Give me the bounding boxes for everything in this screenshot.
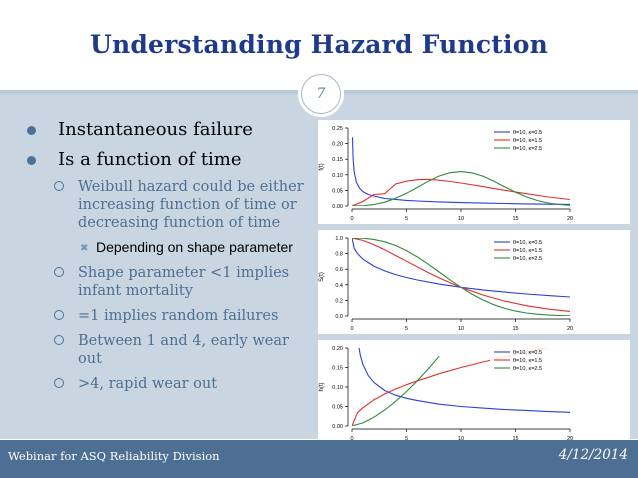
sub-sub-bullet-text: Depending on shape parameter xyxy=(96,239,293,255)
sub-bullet-text: Shape parameter <1 implies infant mortal… xyxy=(78,265,290,299)
sub-bullet-text: >4, rapid wear out xyxy=(78,376,218,392)
survival-chart: 0 5 10 15 20 0.0 0.2 0.4 0.6 0.8 1.0 S(t) θ=10, κ=0.… xyxy=(318,230,630,334)
sub-bullet-item: Weibull hazard could be either increasin… xyxy=(22,178,312,232)
sub-bullet-item: Shape parameter <1 implies infant mortal… xyxy=(22,264,312,300)
x-tick-label: 5 xyxy=(405,436,408,442)
y-tick-label: 0.00 xyxy=(332,204,343,210)
x-tick-label: 20 xyxy=(567,436,573,442)
x-tick-label: 15 xyxy=(512,326,518,332)
series-line xyxy=(352,238,570,298)
legend-label: θ=10, κ=1.5 xyxy=(513,358,542,364)
legend-label: θ=10, κ=1.5 xyxy=(513,138,542,144)
y-tick-label: 0.4 xyxy=(335,283,343,289)
legend-box xyxy=(490,346,570,378)
series-line xyxy=(352,137,570,205)
x-tick-label: 15 xyxy=(512,436,518,442)
cross-bullet-icon: ✖ xyxy=(80,243,89,254)
y-tick-label: 0.0 xyxy=(335,314,343,320)
hollow-circle-bullet-icon xyxy=(54,181,64,191)
density-chart: 0 5 10 15 20 0.00 0.05 0.10 0.15 0.20 0.25 f(t) θ=10… xyxy=(318,120,630,224)
sub-bullet-item: =1 implies random failures xyxy=(22,307,312,325)
legend-label: θ=10, κ=1.5 xyxy=(513,248,542,254)
y-axis-label: f(t) xyxy=(319,163,325,170)
series-group xyxy=(352,137,570,206)
y-tick-label: 0.20 xyxy=(332,142,343,148)
bullet-item: Is a function of time xyxy=(22,148,312,171)
legend-label: θ=10, κ=2.5 xyxy=(513,256,542,262)
bullet-text: Instantaneous failure xyxy=(58,119,253,140)
series-line xyxy=(352,238,570,312)
y-axis-label: h(t) xyxy=(319,382,325,391)
y-tick-label: 0.05 xyxy=(332,405,343,411)
x-tick-label: 20 xyxy=(567,326,573,332)
x-tick-label: 15 xyxy=(512,216,518,222)
chart-stack: 0 5 10 15 20 0.00 0.05 0.10 0.15 0.20 0.25 f(t) θ=10… xyxy=(318,120,630,444)
x-tick-label: 20 xyxy=(567,216,573,222)
y-tick-label: 0.10 xyxy=(332,385,343,391)
footer-organization: Webinar for ASQ Reliability Division xyxy=(8,449,220,463)
series-line xyxy=(358,348,570,413)
hazard-chart: 0 5 10 15 20 0.00 0.05 0.10 0.15 0.20 h(t) θ=10, κ=… xyxy=(318,340,630,444)
y-tick-label: 0.6 xyxy=(335,267,343,273)
y-tick-label: 0.00 xyxy=(332,424,343,430)
bullet-list: Instantaneous failure Is a function of t… xyxy=(22,118,312,400)
x-tick-label: 0 xyxy=(350,326,353,332)
page-number-badge: 7 xyxy=(301,74,341,114)
sub-sub-bullet-item: ✖ Depending on shape parameter xyxy=(22,239,312,256)
footer-date: 4/12/2014 xyxy=(558,447,628,463)
y-tick-label: 0.15 xyxy=(332,157,343,163)
hollow-circle-bullet-icon xyxy=(54,335,64,345)
series-line xyxy=(352,171,570,206)
series-line xyxy=(352,238,570,316)
y-tick-label: 0.2 xyxy=(335,298,343,304)
legend-label: θ=10, κ=0.5 xyxy=(513,350,542,356)
hollow-circle-bullet-icon xyxy=(54,378,64,388)
x-tick-label: 10 xyxy=(458,326,464,332)
x-tick-label: 0 xyxy=(350,216,353,222)
series-line xyxy=(352,355,440,426)
x-tick-label: 5 xyxy=(405,326,408,332)
y-tick-label: 1.0 xyxy=(335,236,343,242)
y-tick-label: 0.20 xyxy=(332,346,343,352)
x-tick-label: 10 xyxy=(458,216,464,222)
legend-label: θ=10, κ=2.5 xyxy=(513,366,542,372)
sub-bullet-text: Between 1 and 4, early wear out xyxy=(78,333,289,367)
y-tick-label: 0.8 xyxy=(335,252,343,258)
sub-bullet-text: Weibull hazard could be either increasin… xyxy=(78,179,304,231)
slide-title: Understanding Hazard Function xyxy=(89,30,549,59)
legend-box xyxy=(490,236,570,268)
bullet-dot-icon xyxy=(27,156,36,165)
legend-label: θ=10, κ=2.5 xyxy=(513,146,542,152)
y-tick-label: 0.10 xyxy=(332,173,343,179)
y-axis-label: S(t) xyxy=(319,272,325,282)
x-tick-label: 5 xyxy=(405,216,408,222)
legend-label: θ=10, κ=0.5 xyxy=(513,130,542,136)
y-tick-label: 0.05 xyxy=(332,188,343,194)
bullet-text: Is a function of time xyxy=(58,149,242,170)
x-tick-label: 0 xyxy=(350,436,353,442)
sub-bullet-text: =1 implies random failures xyxy=(78,308,279,324)
sub-bullet-item: Between 1 and 4, early wear out xyxy=(22,332,312,368)
legend-label: θ=10, κ=0.5 xyxy=(513,240,542,246)
bullet-dot-icon xyxy=(27,126,36,135)
y-tick-label: 0.15 xyxy=(332,366,343,372)
hollow-circle-bullet-icon xyxy=(54,310,64,320)
y-tick-label: 0.25 xyxy=(332,126,343,132)
footer-bar xyxy=(0,440,638,478)
hollow-circle-bullet-icon xyxy=(54,267,64,277)
series-group xyxy=(352,238,570,316)
sub-bullet-item: >4, rapid wear out xyxy=(22,375,312,393)
legend-box xyxy=(490,126,570,158)
x-tick-label: 10 xyxy=(458,436,464,442)
bullet-item: Instantaneous failure xyxy=(22,118,312,141)
